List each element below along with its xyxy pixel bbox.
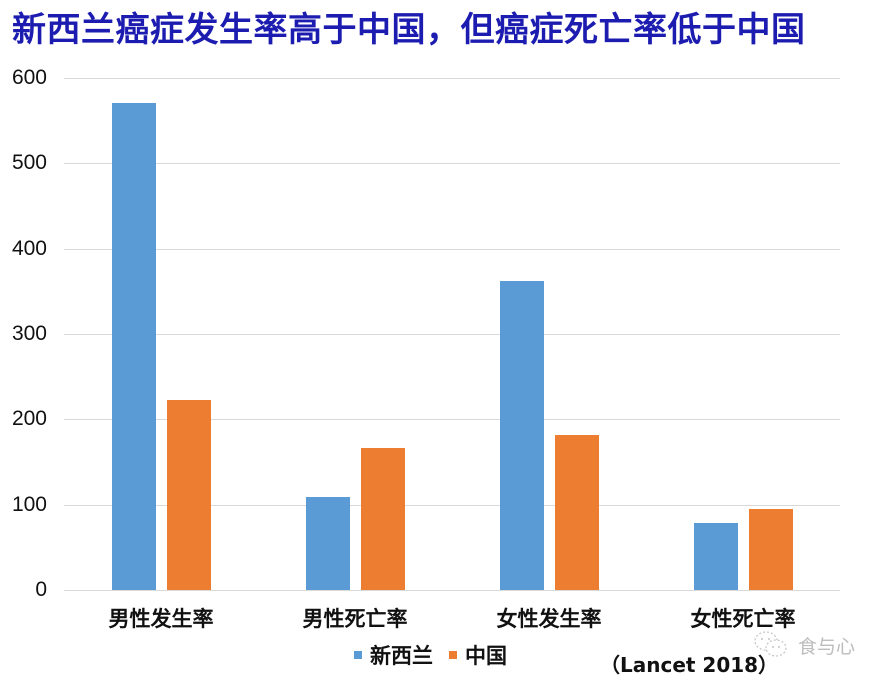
- y-tick-label: 200: [11, 407, 47, 430]
- y-tick-label: 500: [11, 151, 47, 174]
- legend-label: 新西兰: [370, 644, 433, 668]
- legend-swatch-china: [449, 651, 457, 659]
- gridline: [64, 334, 840, 335]
- gridline: [64, 78, 840, 79]
- watermark-text: 食与心: [798, 635, 856, 658]
- y-tick-label: 300: [11, 322, 47, 345]
- y-tick-label: 100: [11, 493, 47, 516]
- y-tick-label: 0: [35, 578, 47, 601]
- x-category-label: 男性发生率: [108, 607, 214, 631]
- bar-china: [361, 448, 405, 590]
- gridline: [64, 590, 840, 591]
- gridline: [64, 249, 840, 250]
- legend-item-china: 中国: [449, 640, 507, 670]
- x-category-label: 男性死亡率: [302, 607, 408, 631]
- bar-china: [555, 435, 599, 590]
- gridline: [64, 505, 840, 506]
- gridline: [64, 419, 840, 420]
- x-category-label: 女性死亡率: [690, 607, 796, 631]
- legend-swatch-new-zealand: [354, 651, 362, 659]
- wechat-chat-bubbles-icon: [754, 631, 787, 657]
- watermark: 食与心: [752, 630, 855, 660]
- chart-title: 新西兰癌症发生率高于中国，但癌症死亡率低于中国: [12, 10, 806, 50]
- bar-china: [749, 509, 793, 590]
- y-tick-label: 400: [11, 237, 47, 260]
- bar-new-zealand: [112, 103, 156, 590]
- source-note: （Lancet 2018）: [600, 653, 779, 677]
- bar-new-zealand: [500, 281, 544, 590]
- bar-new-zealand: [306, 497, 350, 590]
- gridline: [64, 163, 840, 164]
- legend-label: 中国: [465, 644, 507, 668]
- legend: 新西兰 中国: [354, 641, 523, 669]
- legend-item-new-zealand: 新西兰: [354, 640, 433, 670]
- bar-new-zealand: [694, 523, 738, 590]
- x-category-label: 女性发生率: [496, 607, 602, 631]
- bar-china: [167, 400, 211, 590]
- y-tick-label: 600: [11, 66, 47, 89]
